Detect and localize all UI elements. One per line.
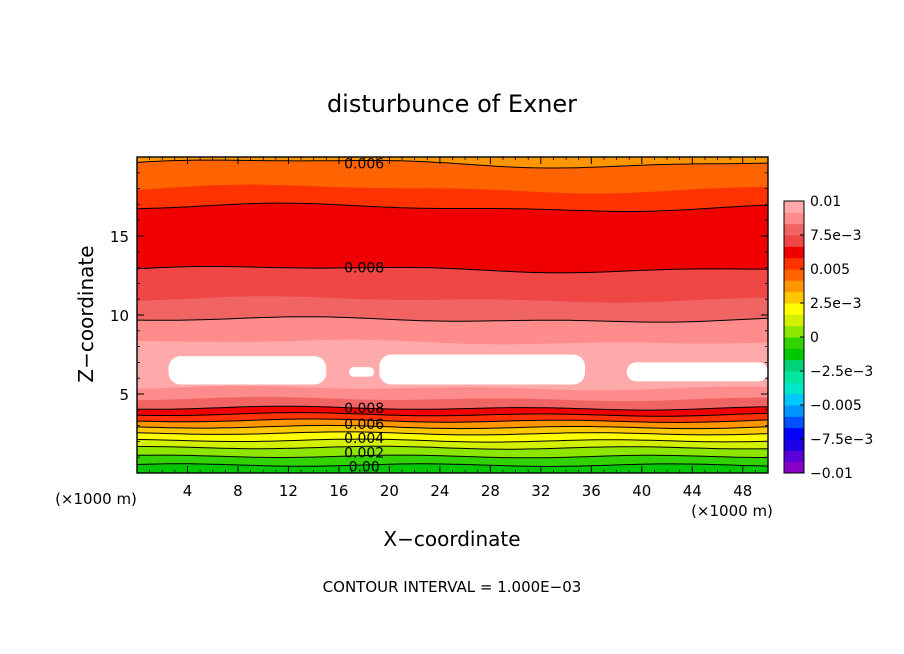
colorbar-label-4: 0 xyxy=(810,330,819,346)
overflow-region-3 xyxy=(626,362,768,382)
colorbar-label-7: −7.5e−3 xyxy=(810,432,873,448)
contour-line-6 xyxy=(136,418,769,423)
colorbar-swatch-4 xyxy=(784,416,804,429)
colorbar-swatch-23 xyxy=(784,201,804,213)
x-tick-label-8: 36 xyxy=(582,482,601,500)
contour-line-3 xyxy=(136,438,769,443)
contour-label-3: 0.006 xyxy=(344,417,384,433)
colorbar-swatch-5 xyxy=(784,405,804,417)
colorbar-label-2: 0.005 xyxy=(810,262,850,278)
colorbar-swatch-1 xyxy=(784,450,804,463)
contour-line-10 xyxy=(136,266,768,274)
x-tick-label-10: 44 xyxy=(683,482,702,500)
contour-line-12 xyxy=(136,159,769,169)
contour-line-1 xyxy=(136,454,769,459)
colorbar-swatch-15 xyxy=(784,291,804,304)
colorbar-swatch-7 xyxy=(784,382,804,395)
x-unit-right: (×1000 m) xyxy=(691,502,773,520)
x-tick-label-6: 28 xyxy=(481,482,500,500)
contour-label-2: 0.008 xyxy=(344,401,384,417)
colorbar-swatch-22 xyxy=(784,212,804,225)
contour-line-11 xyxy=(136,202,769,212)
contour-label-1: 0.008 xyxy=(344,261,384,277)
x-axis-label: X−coordinate xyxy=(383,527,520,551)
x-unit-left: (×1000 m) xyxy=(55,490,137,508)
contour-fill-layer xyxy=(136,156,769,474)
colorbar-label-1: 7.5e−3 xyxy=(810,228,862,244)
y-tick-label-2: 15 xyxy=(110,228,129,246)
contour-line-2 xyxy=(137,445,769,450)
colorbar-label-5: −2.5e−3 xyxy=(810,364,873,380)
contour-line-7 xyxy=(136,412,769,417)
contour-line-4 xyxy=(136,431,769,436)
chart-title: disturbunce of Exner xyxy=(327,90,577,118)
contour-label-4: 0.004 xyxy=(344,431,384,447)
colorbar-label-3: 2.5e−3 xyxy=(810,296,862,312)
colorbar-swatch-13 xyxy=(784,314,804,327)
colorbar-swatch-6 xyxy=(784,393,804,406)
y-tick-label-0: 5 xyxy=(119,386,129,404)
overflow-region-0 xyxy=(168,356,327,385)
contour-line-5 xyxy=(136,424,769,430)
x-tick-label-9: 40 xyxy=(632,482,651,500)
colorbar-swatch-12 xyxy=(784,325,804,338)
colorbar-swatch-21 xyxy=(784,223,804,236)
x-tick-label-2: 12 xyxy=(279,482,298,500)
colorbar-label-6: −0.005 xyxy=(810,398,862,414)
colorbar: 0.01 7.5e−3 0.005 2.5e−3 0 −2.5e−3 −0.005 −7.5e… xyxy=(783,194,873,482)
colorbar-swatch-11 xyxy=(784,337,804,349)
contour-interval-note: CONTOUR INTERVAL = 1.000E−03 xyxy=(323,578,582,596)
x-tick-label-4: 20 xyxy=(380,482,399,500)
x-tick-label-0: 4 xyxy=(183,482,193,500)
y-axis-label: Z−coordinate xyxy=(74,245,98,382)
colorbar-label-0: 0.01 xyxy=(810,194,841,210)
overflow-region-2 xyxy=(379,354,586,385)
x-tick-label-5: 24 xyxy=(430,482,449,500)
colorbar-swatch-19 xyxy=(784,246,804,259)
contour-lines-layer xyxy=(136,159,769,468)
colorbar-swatch-16 xyxy=(784,280,804,293)
contour-band-15 xyxy=(136,202,769,274)
colorbar-swatch-2 xyxy=(784,439,804,451)
x-tick-label-11: 48 xyxy=(733,482,752,500)
colorbar-swatch-0 xyxy=(784,461,804,474)
y-tick-label-1: 10 xyxy=(110,307,129,325)
colorbar-swatch-10 xyxy=(784,348,804,361)
colorbar-swatch-9 xyxy=(784,359,804,372)
contour-line-9 xyxy=(136,316,769,323)
x-tick-label-7: 32 xyxy=(531,482,550,500)
x-tick-label-3: 16 xyxy=(329,482,348,500)
contour-line-0 xyxy=(136,463,769,468)
colorbar-swatch-18 xyxy=(784,257,804,270)
contour-label-6: 0.00 xyxy=(349,460,380,476)
x-tick-label-1: 8 xyxy=(233,482,243,500)
contour-line-8 xyxy=(137,405,769,411)
contour-label-5: 0.002 xyxy=(344,445,384,461)
colorbar-swatch-14 xyxy=(784,303,804,315)
contour-label-0: 0.006 xyxy=(344,156,384,172)
colorbar-label-8: −0.01 xyxy=(810,466,853,482)
overflow-region-1 xyxy=(349,367,375,377)
colorbar-swatch-3 xyxy=(784,427,804,440)
colorbar-swatch-17 xyxy=(784,269,804,281)
colorbar-swatch-20 xyxy=(784,235,804,247)
colorbar-swatch-8 xyxy=(784,371,804,383)
